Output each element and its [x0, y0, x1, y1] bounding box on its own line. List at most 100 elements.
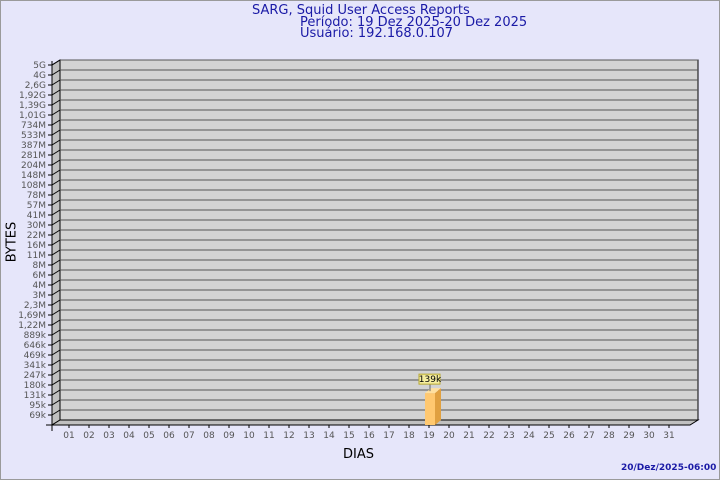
- y-tick-label: 78M: [27, 191, 46, 201]
- gridline-wall: [51, 359, 61, 366]
- gridline-wall: [51, 409, 61, 416]
- x-tick-label: 04: [123, 431, 135, 441]
- x-tick-label: 07: [183, 431, 194, 441]
- gridline-wall: [51, 59, 61, 66]
- gridline-wall: [51, 189, 61, 196]
- gridline-wall: [51, 249, 61, 256]
- gridline-wall: [51, 99, 61, 106]
- gridline-wall: [51, 199, 61, 206]
- y-tick-label: 204M: [21, 161, 46, 171]
- y-tick-label: 22M: [27, 231, 46, 241]
- gridline-wall: [51, 159, 61, 166]
- y-tick-label: 1,01G: [19, 111, 46, 121]
- x-tick-label: 08: [203, 431, 215, 441]
- y-tick-label: 16M: [27, 241, 46, 251]
- x-tick-label: 28: [603, 431, 615, 441]
- gridline-wall: [51, 119, 61, 126]
- chart-subtitle-period: Período: 19 Dez 2025-20 Dez 2025: [300, 15, 528, 30]
- gridline-wall: [51, 219, 61, 226]
- x-tick-label: 12: [283, 431, 294, 441]
- gridline-wall: [51, 329, 61, 336]
- x-tick-label: 13: [303, 431, 314, 441]
- x-tick-label: 01: [63, 431, 74, 441]
- x-tick-label: 05: [143, 431, 154, 441]
- chart-title: SARG, Squid User Access Reports: [252, 3, 470, 18]
- bar-top: [425, 388, 441, 394]
- x-tick-label: 09: [223, 431, 235, 441]
- gridline-wall: [51, 149, 61, 156]
- gridline-wall: [51, 69, 61, 76]
- y-tick-label: 131k: [24, 391, 47, 401]
- y-tick-label: 5G: [33, 61, 46, 71]
- y-tick-label: 30M: [27, 221, 46, 231]
- x-tick-label: 11: [263, 431, 274, 441]
- x-tick-label: 26: [563, 431, 575, 441]
- y-tick-label: 889k: [24, 331, 47, 341]
- y-tick-label: 1,39G: [19, 101, 46, 111]
- y-tick-label: 1,92G: [19, 91, 46, 101]
- y-tick-label: 341k: [24, 361, 47, 371]
- bar-label-box: [418, 373, 441, 385]
- x-tick-label: 25: [543, 431, 554, 441]
- gridline-wall: [51, 369, 61, 376]
- x-tick-label: 03: [103, 431, 114, 441]
- y-tick-label: 2,6G: [25, 81, 46, 91]
- gridline-wall: [51, 79, 61, 86]
- x-tick-label: 27: [583, 431, 594, 441]
- gridline-wall: [51, 389, 61, 396]
- y-tick-label: 533M: [21, 131, 46, 141]
- gridline-wall: [51, 209, 61, 216]
- x-tick-label: 10: [243, 431, 255, 441]
- x-tick-label: 06: [163, 431, 175, 441]
- bar-side: [435, 388, 441, 425]
- x-tick-label: 19: [423, 431, 435, 441]
- gridline-wall: [51, 319, 61, 326]
- gridline-wall: [51, 129, 61, 136]
- y-tick-label: 57M: [27, 201, 46, 211]
- gridline-wall: [51, 339, 61, 346]
- y-tick-label: 4M: [33, 281, 47, 291]
- y-tick-label: 281M: [21, 151, 46, 161]
- gridline-wall: [51, 279, 61, 286]
- y-tick-label: 387M: [21, 141, 46, 151]
- gridline-wall: [51, 269, 61, 276]
- x-tick-label: 23: [503, 431, 514, 441]
- y-tick-label: 2,3M: [24, 301, 46, 311]
- gridline-wall: [51, 289, 61, 296]
- x-axis-label: DIAS: [343, 447, 374, 462]
- y-tick-label: 646k: [24, 341, 47, 351]
- chart-subtitle-user: Usuário: 192.168.0.107: [300, 26, 454, 41]
- gridline-wall: [51, 179, 61, 186]
- y-tick-label: 69k: [29, 411, 46, 421]
- y-tick-label: 469k: [24, 351, 47, 361]
- gridline-wall: [51, 399, 61, 406]
- plot-floor: [50, 419, 700, 426]
- gridline-wall: [51, 239, 61, 246]
- x-tick-label: 17: [383, 431, 394, 441]
- x-tick-label: 24: [523, 431, 535, 441]
- gridline-wall: [51, 309, 61, 316]
- y-tick-label: 3M: [33, 291, 47, 301]
- y-tick-label: 6M: [33, 271, 47, 281]
- y-tick-label: 180k: [24, 381, 47, 391]
- y-tick-label: 4G: [33, 71, 46, 81]
- x-tick-label: 14: [323, 431, 335, 441]
- y-tick-label: 1,69M: [18, 311, 46, 321]
- gridline-wall: [51, 379, 61, 386]
- y-tick-label: 1,22M: [18, 321, 46, 331]
- y-tick-label: 148M: [21, 171, 46, 181]
- x-tick-label: 22: [483, 431, 494, 441]
- x-tick-label: 15: [343, 431, 354, 441]
- y-tick-label: 95k: [29, 401, 46, 411]
- gridline-wall: [51, 109, 61, 116]
- gridline-wall: [51, 169, 61, 176]
- x-tick-label: 16: [363, 431, 375, 441]
- gridline-wall: [51, 89, 61, 96]
- x-tick-label: 18: [403, 431, 415, 441]
- y-tick-label: 108M: [21, 181, 46, 191]
- y-tick-label: 11M: [27, 251, 46, 261]
- x-tick-label: 30: [643, 431, 655, 441]
- x-tick-label: 31: [663, 431, 674, 441]
- bar-label: 139k: [419, 375, 442, 385]
